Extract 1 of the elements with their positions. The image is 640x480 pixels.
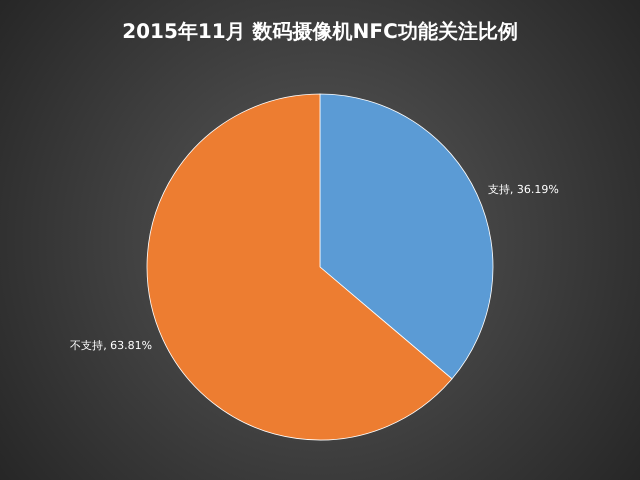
chart-title: 2015年11月 数码摄像机NFC功能关注比例: [122, 19, 518, 43]
